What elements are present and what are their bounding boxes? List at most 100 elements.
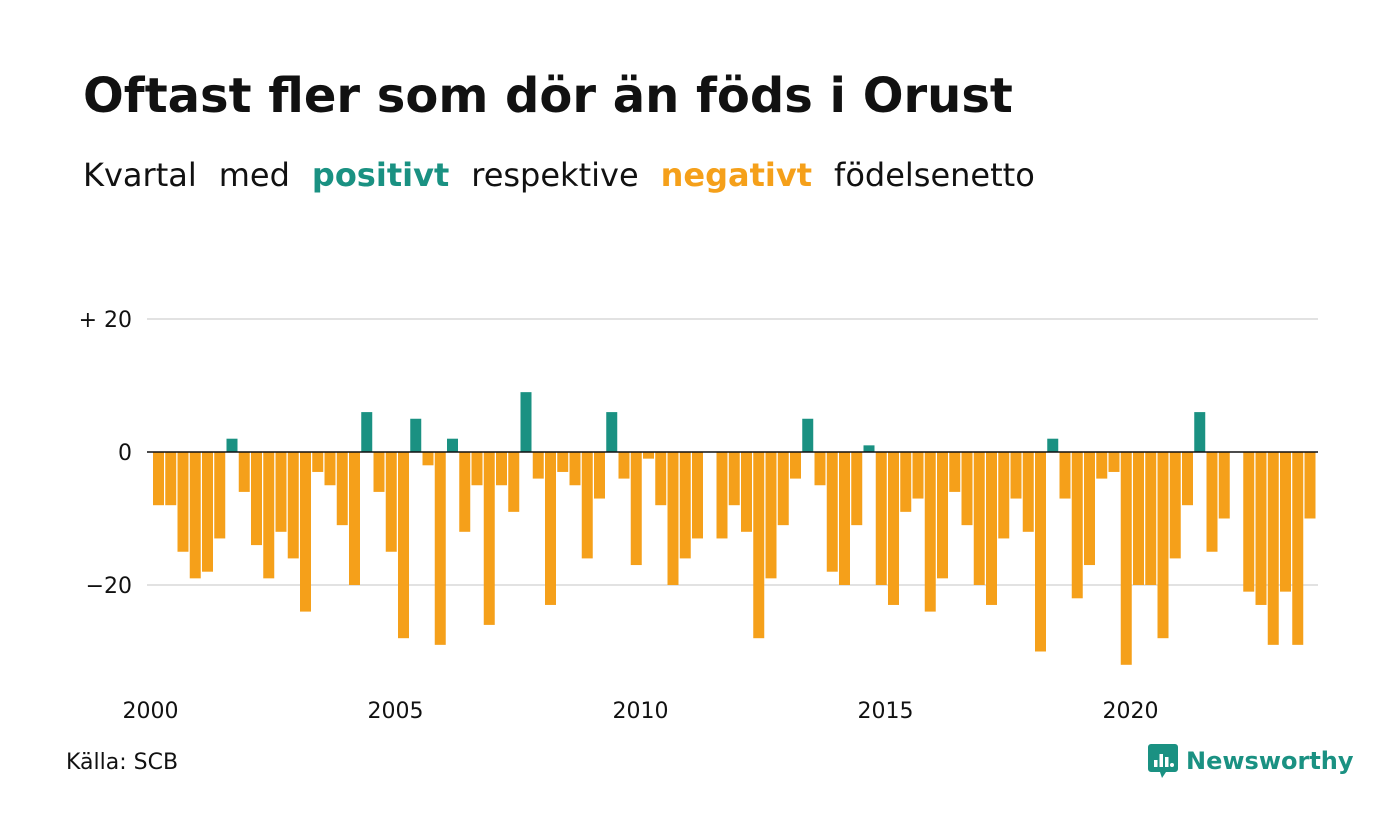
chart-bar xyxy=(165,452,177,506)
chart-bar xyxy=(924,452,936,612)
chart-subtitle: Kvartal med positivt respektive negativt föde… xyxy=(83,156,1057,194)
chart-bar xyxy=(716,452,728,539)
chart-bar xyxy=(1084,452,1095,566)
chart-bar xyxy=(459,452,471,532)
chart-bar xyxy=(581,452,593,559)
chart-bar xyxy=(153,452,164,506)
chart-bar xyxy=(790,452,801,479)
chart-bar xyxy=(667,452,679,585)
chart-bar xyxy=(826,452,838,572)
chart-bar xyxy=(1022,452,1034,532)
chart-bar xyxy=(1133,452,1144,585)
x-tick-label: 2000 xyxy=(123,699,179,724)
chart-bar xyxy=(508,452,520,512)
chart-bar xyxy=(189,452,201,579)
chart-bar xyxy=(1169,452,1181,559)
chart-bar xyxy=(1292,452,1304,645)
chart-bar xyxy=(1267,452,1279,645)
chart-bar xyxy=(679,452,691,559)
chart-bar xyxy=(839,452,850,585)
chart-bar xyxy=(1304,452,1316,519)
chart-bar xyxy=(1145,452,1157,585)
chart-bar xyxy=(888,452,899,605)
chart-bar xyxy=(1059,452,1071,499)
chart-bar xyxy=(214,452,226,539)
brand-name: Newsworthy xyxy=(1186,747,1354,775)
chart-bar xyxy=(1035,452,1046,652)
chart-bar xyxy=(1157,452,1169,639)
chart-bar xyxy=(973,452,985,585)
chart-bar xyxy=(875,452,887,585)
chart-bar xyxy=(373,452,385,492)
chart-bar xyxy=(1280,452,1291,592)
chart-bar xyxy=(275,452,287,532)
chart-bar xyxy=(483,452,495,625)
chart-bar xyxy=(741,452,752,532)
x-tick-label: 2010 xyxy=(613,699,669,724)
chart-bar xyxy=(410,418,422,452)
y-tick-label: + 20 xyxy=(79,308,132,333)
chart-bar xyxy=(802,418,814,452)
chart-bar xyxy=(777,452,789,526)
legend-positive-label: positivt xyxy=(311,156,450,194)
chart-bar xyxy=(814,452,826,486)
chart-bar xyxy=(863,445,875,452)
chart-bar xyxy=(532,452,544,479)
chart-bar xyxy=(520,392,532,452)
chart-bar xyxy=(300,452,311,612)
subtitle-word-med: med xyxy=(218,156,290,194)
chart-bar xyxy=(557,452,569,472)
chart-bar xyxy=(753,452,765,639)
chart-bar xyxy=(1194,412,1206,452)
chart-bar xyxy=(238,452,250,492)
chart-bar xyxy=(202,452,213,572)
chart-bar xyxy=(900,452,912,512)
chart-bar xyxy=(765,452,777,579)
subtitle-word-kvartal: Kvartal xyxy=(83,156,197,194)
chart-title: Oftast fler som dör än föds i Orust xyxy=(83,68,1013,124)
chart-bar xyxy=(1206,452,1218,552)
source-note: Källa: SCB xyxy=(66,750,179,775)
chart-bar xyxy=(594,452,605,499)
chart-bar xyxy=(447,438,458,452)
chart-bar xyxy=(496,452,507,486)
chart-bar xyxy=(1071,452,1083,599)
chart-bar xyxy=(312,452,324,472)
chart-bar xyxy=(1010,452,1022,499)
chart-bar xyxy=(398,452,409,639)
chart-bar xyxy=(434,452,446,645)
brand-logo[interactable]: Newsworthy xyxy=(1148,744,1354,778)
chart-bar xyxy=(1255,452,1267,605)
chart-bar xyxy=(606,412,618,452)
chart-bar xyxy=(349,452,360,585)
chart-bar xyxy=(385,452,397,552)
subtitle-word-fodelsenetto: födelsenetto xyxy=(834,156,1035,194)
chart-bar xyxy=(287,452,299,559)
chart-bar xyxy=(998,452,1010,539)
chart-bar xyxy=(569,452,581,486)
chart-bar xyxy=(1047,438,1059,452)
chart-bar xyxy=(655,452,667,506)
chart-bar xyxy=(1182,452,1193,506)
chart-bar xyxy=(692,452,703,539)
x-tick-label: 2015 xyxy=(858,699,914,724)
chart-bar xyxy=(937,452,948,579)
chart-bar xyxy=(949,452,961,492)
chart-bar xyxy=(643,452,654,459)
chart-bar xyxy=(1096,452,1108,479)
chart-bar xyxy=(986,452,997,605)
x-tick-label: 2020 xyxy=(1103,699,1159,724)
chart-bar xyxy=(618,452,630,479)
chart-bar xyxy=(728,452,740,506)
chart-bar xyxy=(961,452,973,526)
chart-bar xyxy=(336,452,348,526)
legend-negative-label: negativt xyxy=(660,156,813,194)
chart-bar xyxy=(263,452,275,579)
chart-bar xyxy=(851,452,863,526)
chart-bar xyxy=(177,452,189,552)
newsworthy-logo-icon xyxy=(1148,744,1178,778)
chart-bar xyxy=(251,452,262,546)
chart-bar xyxy=(1120,452,1132,665)
y-tick-label: 0 xyxy=(118,441,132,466)
